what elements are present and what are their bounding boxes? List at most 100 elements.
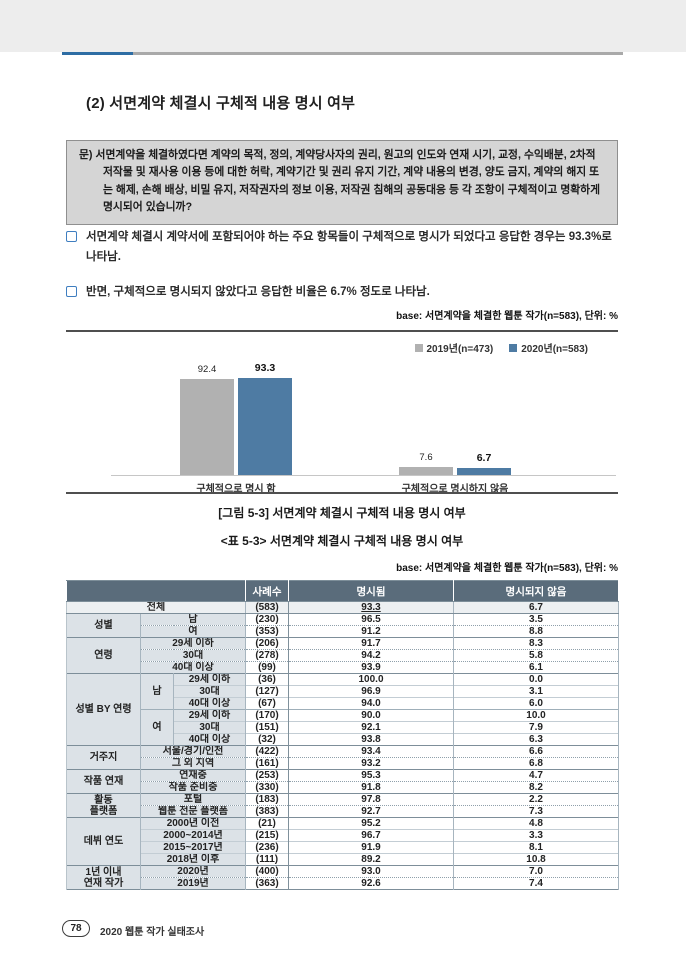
table-cell: 95.2: [288, 817, 454, 830]
table-row: 30대 (278) 94.2 5.8: [67, 649, 619, 662]
table-cell: 8.8: [453, 625, 619, 638]
x-axis-line: [111, 475, 616, 476]
chart-base-note: base: 서면계약을 체결한 웹툰 작가(n=583), 단위: %: [396, 311, 618, 322]
table-cell: 93.4: [288, 745, 454, 758]
table-cell: 여: [140, 709, 174, 746]
table-cell: (99): [245, 661, 289, 674]
table-cell: 8.2: [453, 781, 619, 794]
table-cell: 93.8: [288, 733, 454, 746]
table-cell: 여: [140, 625, 246, 638]
table-cell: 93.3: [288, 601, 454, 614]
table-cell: 92.7: [288, 805, 454, 818]
table-cell: 2020년: [140, 865, 246, 878]
bullet-text: 반면, 구체적으로 명시되지 않았다고 응답한 비율은 6.7% 정도로 나타남…: [86, 286, 430, 299]
table-row: 40대 이상 (32) 93.8 6.3: [67, 733, 619, 746]
category-label: 구체적으로 명시 함: [196, 484, 276, 495]
table-cell: 30대: [140, 649, 246, 662]
table-cell: 사례수: [245, 580, 289, 602]
table-cell: (111): [245, 853, 289, 866]
table-cell: 전체: [66, 601, 246, 614]
table-cell: 2000년 이전: [140, 817, 246, 830]
table-cell: 3.5: [453, 613, 619, 626]
table-row: 30대 (151) 92.1 7.9: [67, 721, 619, 734]
legend-label: 2020년(n=583): [521, 344, 588, 355]
table-cell: 91.7: [288, 637, 454, 650]
table-cell: 7.4: [453, 877, 619, 890]
table-row: 2019년 (363) 92.6 7.4: [67, 877, 619, 890]
table-cell: 96.5: [288, 613, 454, 626]
table-cell: 90.0: [288, 709, 454, 722]
table-cell: (67): [245, 697, 289, 710]
table-row: 1년 이내 연재 작가 2020년 (400) 93.0 7.0: [66, 865, 619, 890]
table-cell: 포털: [140, 793, 246, 806]
table-row: 2018년 이후 (111) 89.2 10.8: [67, 853, 619, 866]
table-cell: (151): [245, 721, 289, 734]
table-row: 2015~2017년 (236) 91.9 8.1: [67, 841, 619, 854]
table-row: 여 (353) 91.2 8.8: [67, 625, 619, 638]
table-cell: 웹툰 전문 플랫폼: [140, 805, 246, 818]
table-cell: 2018년 이후: [140, 853, 246, 866]
table-cell: [66, 580, 246, 602]
table-row: 연령 29세 이하 (206) 91.7 8.3: [66, 637, 619, 674]
table-cell: 2015~2017년: [140, 841, 246, 854]
table-row: 성별 BY 연령 남 29세 이하 (36) 100.0 0.0: [66, 673, 619, 746]
table-cell: 거주지: [66, 745, 141, 770]
bullet-item: 반면, 구체적으로 명시되지 않았다고 응답한 비율은 6.7% 정도로 나타남…: [66, 282, 618, 302]
table-cell: 10.8: [453, 853, 619, 866]
table-row: 그 외 지역 (161) 93.2 6.8: [67, 757, 619, 770]
bar-2019: [180, 378, 234, 475]
bar-value-label: 93.3: [254, 361, 276, 374]
table-cell: 6.8: [453, 757, 619, 770]
chart-legend: 2019년(n=473) 2020년(n=583): [414, 340, 588, 355]
table-cell: 5.8: [453, 649, 619, 662]
table-cell: 6.7: [453, 601, 619, 614]
table-row: 작품 준비중 (330) 91.8 8.2: [67, 781, 619, 794]
table-cell: 2.2: [453, 793, 619, 806]
table-cell: 40대 이상: [173, 697, 246, 710]
figure-caption: [그림 5-3] 서면계약 체결시 구체적 내용 명시 여부: [218, 506, 466, 520]
table-cell: 95.3: [288, 769, 454, 782]
category-label: 구체적으로 명시하지 않음: [401, 484, 509, 495]
question-box: 문) 서면계약을 체결하였다면 계약의 목적, 정의, 계약당사자의 권리, 원…: [66, 140, 618, 226]
table-cell: (230): [245, 613, 289, 626]
table-cell: 91.9: [288, 841, 454, 854]
table-cell: 7.0: [453, 865, 619, 878]
table-cell: 30대: [173, 721, 246, 734]
table-row: 데뷔 연도 2000년 이전 (21) 95.2 4.8: [66, 817, 619, 866]
table-cell: (206): [245, 637, 289, 650]
table-cell: 29세 이하: [173, 673, 246, 686]
legend-swatch-icon: [509, 343, 518, 352]
table-cell: 94.0: [288, 697, 454, 710]
legend-label: 2019년(n=473): [426, 344, 494, 355]
table-cell: 연령: [66, 637, 141, 674]
table-cell: (330): [245, 781, 289, 794]
table-cell: 남: [140, 613, 246, 626]
table-cell: 3.1: [453, 685, 619, 698]
table-cell: 92.6: [288, 877, 454, 890]
table-cell: 성별 BY 연령: [66, 673, 141, 746]
table-row: 2000~2014년 (215) 96.7 3.3: [67, 829, 619, 842]
table-cell: (383): [245, 805, 289, 818]
table-cell: (215): [245, 829, 289, 842]
table-cell: 7.3: [453, 805, 619, 818]
table-row: 활동 플랫폼 포털 (183) 97.8 2.2: [66, 793, 619, 818]
table-cell: 4.8: [453, 817, 619, 830]
survey-table: 사례수 명시됨 명시되지 않음 전체 (583) 93.3 6.7 성별 남 (230) 96.5…: [66, 580, 619, 890]
table-cell: 7.9: [453, 721, 619, 734]
table-cell: 92.1: [288, 721, 454, 734]
table-cell: 4.7: [453, 769, 619, 782]
table-cell: 93.0: [288, 865, 454, 878]
table-cell: 작품 준비중: [140, 781, 246, 794]
table-cell: 40대 이상: [173, 733, 246, 746]
table-cell: 97.8: [288, 793, 454, 806]
header-rule-accent: [62, 52, 133, 55]
page-title: (2) 서면계약 체결시 구체적 내용 명시 여부: [86, 95, 356, 112]
table-row: 전체 (583) 93.3 6.7: [66, 601, 619, 614]
figure-top-rule: [66, 330, 618, 332]
table-cell: 0.0: [453, 673, 619, 686]
table-caption: <표 5-3> 서면계약 체결시 구체적 내용 명시 여부: [220, 534, 464, 548]
table-cell: (21): [245, 817, 289, 830]
table-cell: 29세 이하: [140, 637, 246, 650]
bar-value-label: 7.6: [419, 452, 433, 464]
table-row: 성별 남 (230) 96.5 3.5: [66, 613, 619, 638]
